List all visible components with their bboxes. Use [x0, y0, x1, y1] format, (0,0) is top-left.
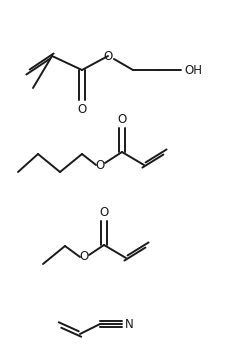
- Text: O: O: [100, 205, 109, 218]
- Text: OH: OH: [184, 63, 202, 77]
- Text: O: O: [104, 49, 113, 63]
- Text: O: O: [96, 159, 105, 171]
- Text: N: N: [124, 318, 134, 330]
- Text: O: O: [78, 102, 87, 116]
- Text: O: O: [118, 112, 127, 126]
- Text: O: O: [80, 251, 89, 263]
